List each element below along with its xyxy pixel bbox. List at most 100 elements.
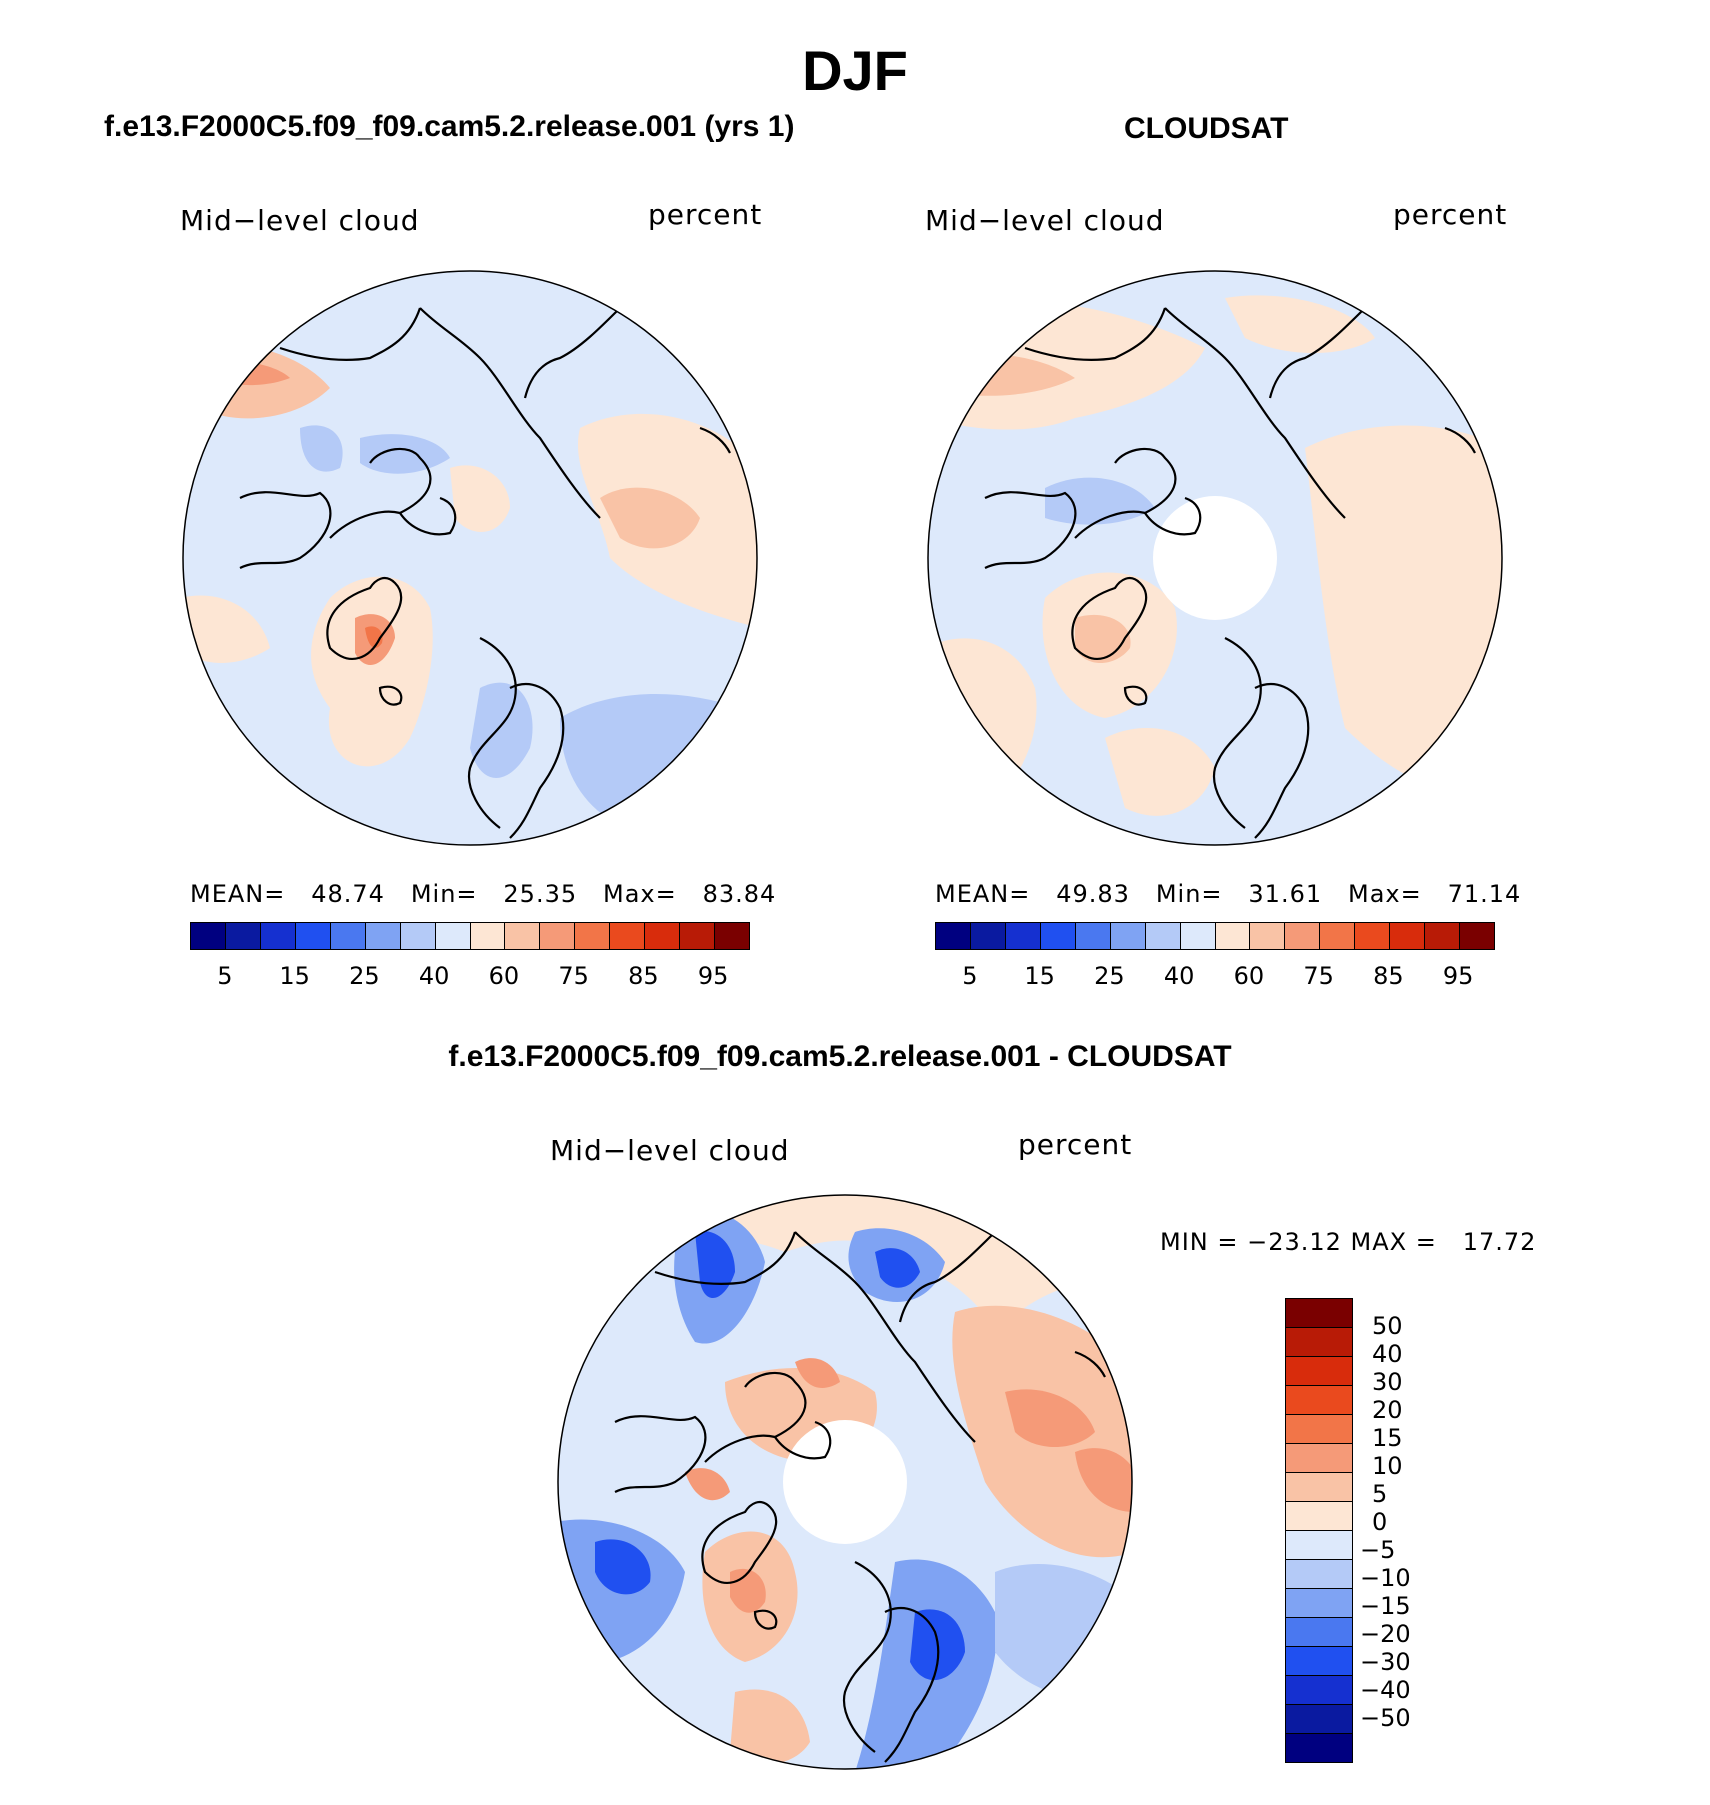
panel2-coastline bbox=[984, 491, 1077, 569]
figure-title: DJF bbox=[802, 39, 908, 102]
panel3-tick-label: 20 bbox=[1372, 1396, 1403, 1424]
panel2-coastline bbox=[1268, 307, 1366, 399]
panel2-colorbar-ticks: 5 15 25 40 60 75 85 95 bbox=[935, 962, 1495, 992]
panel1-variable: Mid−level cloud bbox=[180, 204, 420, 237]
panel2-variable: Mid−level cloud bbox=[925, 204, 1165, 237]
panel3-colorbar-box-8 bbox=[1286, 1531, 1352, 1560]
panel3-tick-label: −40 bbox=[1360, 1676, 1411, 1704]
panel1-colorbar-box-14 bbox=[680, 923, 716, 949]
panel2-colorbar-box-0 bbox=[936, 923, 971, 949]
panel3-colorbar-box-7 bbox=[1286, 1502, 1352, 1531]
panel1-coastline bbox=[329, 447, 432, 539]
panel1-polar-map bbox=[182, 270, 758, 846]
panel2-coastline bbox=[1444, 426, 1476, 454]
panel3-variable: Mid−level cloud bbox=[550, 1134, 790, 1167]
panel3-coastline bbox=[753, 1609, 778, 1630]
panel1-contour-region bbox=[183, 595, 270, 663]
panel2-contour-region bbox=[928, 638, 1037, 828]
panel1-contour-region bbox=[600, 487, 700, 549]
panel3-contour-region bbox=[595, 1539, 651, 1595]
panel3-contour-region bbox=[730, 1689, 810, 1765]
panel1-contour-region bbox=[360, 434, 450, 474]
panel3-coastline bbox=[1074, 1350, 1106, 1378]
panel3-contour-region bbox=[1075, 1448, 1132, 1512]
panel2-colorbar-box-1 bbox=[970, 923, 1006, 949]
panel2-tick-label: 25 bbox=[1094, 962, 1125, 990]
panel3-coastline bbox=[701, 1500, 778, 1584]
panel3-colorbar-ticks: 50 40 30 20 15 10 5 0 −5 −10 −15 −20 −30 −40 −50 bbox=[1360, 1298, 1448, 1758]
panel1-colorbar-box-2 bbox=[260, 923, 296, 949]
panel3-tick-label: −10 bbox=[1360, 1564, 1411, 1592]
panel2-tick-label: 85 bbox=[1373, 962, 1404, 990]
panel3-colorbar-box-13 bbox=[1286, 1676, 1352, 1705]
panel3-colorbar-box-2 bbox=[1286, 1357, 1352, 1386]
panel3-tick-label: 50 bbox=[1372, 1312, 1403, 1340]
panel3-coastline bbox=[842, 1561, 892, 1753]
panel1-coastline bbox=[467, 637, 517, 829]
panel2-map-border bbox=[927, 270, 1503, 846]
panel2-colorbar-box-8 bbox=[1215, 923, 1251, 949]
panel1-colorbar-box-9 bbox=[505, 923, 541, 949]
panel1-colorbar-box-13 bbox=[645, 923, 681, 949]
panel1-colorbar-box-4 bbox=[330, 923, 366, 949]
panel2-missing-data bbox=[1153, 496, 1277, 620]
panel3-tick-label: 40 bbox=[1372, 1340, 1403, 1368]
panel1-colorbar-box-3 bbox=[295, 923, 331, 949]
panel3-tick-label: 15 bbox=[1372, 1424, 1403, 1452]
panel1-coastline bbox=[699, 426, 731, 454]
panel2-coastline bbox=[1074, 447, 1177, 539]
panel3-tick-label: 30 bbox=[1372, 1368, 1403, 1396]
panel3-contour-region bbox=[695, 1231, 735, 1299]
panel1-colorbar-box-8 bbox=[470, 923, 506, 949]
panel3-contour-region bbox=[685, 1468, 730, 1501]
panel3-polar-map bbox=[557, 1194, 1133, 1770]
panel1-title: f.e13.F2000C5.f09_f09.cam5.2.release.001… bbox=[104, 110, 795, 143]
panel1-colorbar bbox=[190, 922, 750, 950]
panel3-contour-region bbox=[795, 1358, 840, 1388]
panel1-tick-label: 40 bbox=[418, 962, 450, 990]
panel1-tick-label: 60 bbox=[488, 962, 520, 990]
panel2-tick-label: 75 bbox=[1303, 962, 1334, 990]
panel1-contour-region bbox=[311, 576, 433, 767]
panel1-coastline bbox=[326, 576, 403, 660]
panel2-coastline bbox=[1164, 307, 1346, 519]
panel1-map-border bbox=[182, 270, 758, 846]
panel2-coastline bbox=[1071, 576, 1148, 660]
panel1-colorbar-box-1 bbox=[225, 923, 261, 949]
panel2-tick-label: 40 bbox=[1163, 962, 1195, 990]
panel3-colorbar-box-6 bbox=[1286, 1473, 1352, 1502]
panel1-colorbar-box-15 bbox=[715, 923, 749, 949]
panel1-contour-region bbox=[470, 682, 533, 778]
panel3-tick-label: −30 bbox=[1360, 1648, 1411, 1676]
panel3-coastline bbox=[704, 1371, 807, 1463]
panel1-tick-label: 25 bbox=[349, 962, 380, 990]
panel1-colorbar-box-11 bbox=[575, 923, 611, 949]
panel1-colorbar-box-10 bbox=[540, 923, 576, 949]
panel1-stats: MEAN= 48.74 Min= 25.35 Max= 83.84 bbox=[190, 880, 777, 908]
panel2-tick-label: 95 bbox=[1442, 962, 1474, 990]
panel3-tick-label: 0 bbox=[1372, 1508, 1388, 1536]
panel2-colorbar-box-14 bbox=[1425, 923, 1461, 949]
panel2-colorbar-box-7 bbox=[1180, 923, 1216, 949]
panel1-units: percent bbox=[648, 198, 763, 231]
panel1-colorbar-ticks: 5 15 25 40 60 75 85 95 bbox=[190, 962, 750, 992]
panel2-colorbar-box-13 bbox=[1390, 923, 1426, 949]
panel3-tick-label: 10 bbox=[1372, 1452, 1403, 1480]
panel3-tick-label: −50 bbox=[1360, 1704, 1411, 1732]
panel2-title: CLOUDSAT bbox=[1124, 112, 1289, 145]
panel3-coastline bbox=[774, 1420, 832, 1460]
panel3-colorbar-box-11 bbox=[1286, 1618, 1352, 1647]
panel2-colorbar-box-10 bbox=[1285, 923, 1321, 949]
panel2-stats: MEAN= 49.83 Min= 31.61 Max= 71.14 bbox=[935, 880, 1522, 908]
panel3-units: percent bbox=[1018, 1128, 1133, 1161]
panel3-tick-label: −5 bbox=[1360, 1536, 1396, 1564]
panel1-coastline bbox=[279, 307, 422, 362]
panel3-coastline bbox=[898, 1231, 996, 1323]
panel2-coastline bbox=[1144, 496, 1202, 536]
panel3-coastline bbox=[614, 1415, 707, 1493]
panel1-tick-label: 85 bbox=[628, 962, 659, 990]
panel3-colorbar-box-1 bbox=[1286, 1328, 1352, 1357]
panel1-contour-region bbox=[300, 425, 343, 472]
panel2-colorbar-box-6 bbox=[1145, 923, 1181, 949]
panel1-coastline bbox=[399, 496, 457, 536]
